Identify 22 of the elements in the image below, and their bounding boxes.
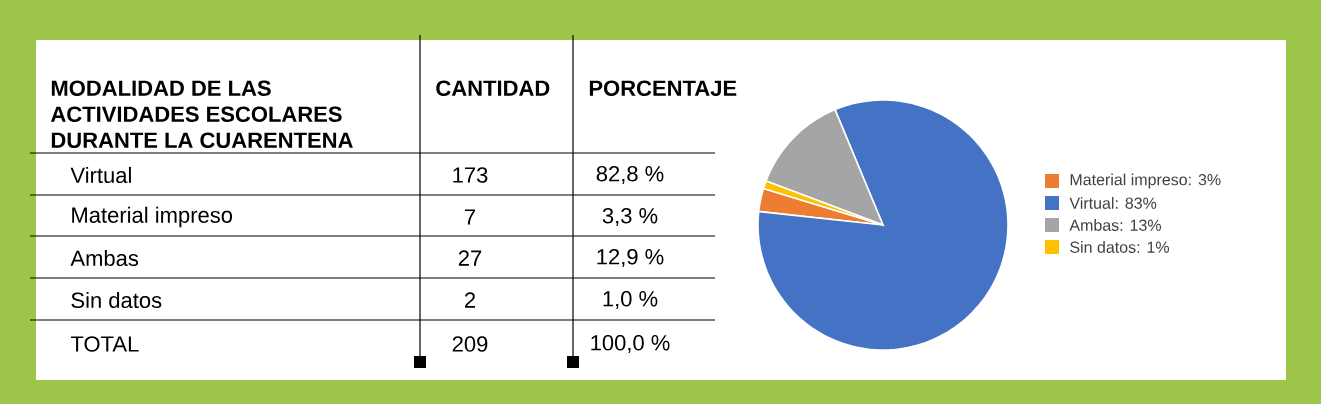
text: 3,3 % — [602, 207, 658, 227]
text: 7 — [465, 209, 476, 225]
text: CANTIDAD — [436, 80, 550, 96]
legend-label: Ambas: 13% — [1069, 219, 1161, 231]
text: 12,9 % — [597, 248, 664, 268]
text: 82,8 % — [596, 165, 664, 185]
text: Ambas — [70, 249, 139, 267]
legend-label: Virtual: 83% — [1069, 197, 1157, 209]
text: 173 — [453, 167, 488, 183]
legend-label: Material impreso: 3% — [1070, 173, 1221, 189]
text: Material impreso — [72, 206, 233, 228]
text: MODALIDAD DE LAS ACTIVIDADES ESCOLARES DURANTE LA CUARENTENA — [50, 80, 353, 148]
text: Sin datos — [71, 291, 162, 309]
text: 100,0 % — [591, 334, 670, 354]
text: PORCENTAJE — [589, 80, 737, 96]
text: TOTAL — [70, 336, 139, 352]
text: 2 — [464, 292, 476, 308]
text: 209 — [452, 336, 488, 352]
legend-label: Sin datos: 1% — [1070, 241, 1170, 253]
text: 27 — [458, 250, 482, 266]
text: Virtual — [70, 166, 131, 184]
text: 1,0 % — [603, 290, 658, 310]
